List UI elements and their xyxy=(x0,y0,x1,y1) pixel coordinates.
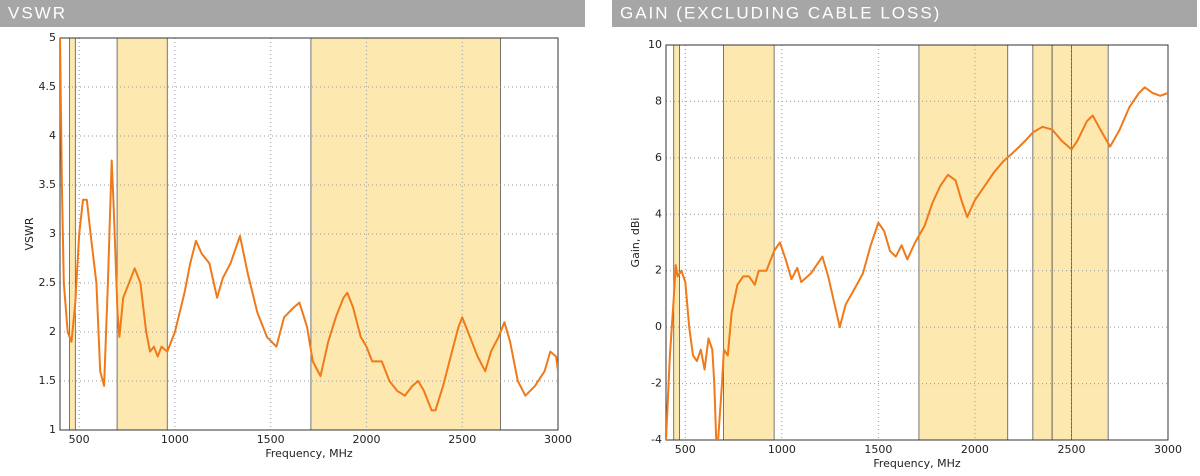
y-tick-label: 6 xyxy=(655,151,662,164)
x-tick-label: 500 xyxy=(675,443,696,456)
y-tick-label: -2 xyxy=(651,377,662,390)
y-tick-label: 5 xyxy=(49,31,56,44)
y-tick-label: 1 xyxy=(49,423,56,436)
header-bar xyxy=(0,0,585,27)
y-tick-label: 3.5 xyxy=(39,178,57,191)
y-tick-label: 2.5 xyxy=(39,276,57,289)
data-line xyxy=(60,38,558,412)
y-tick-label: 2 xyxy=(49,325,56,338)
y-axis-label: Gain, dBi xyxy=(629,218,642,268)
y-tick-label: 2 xyxy=(655,264,662,277)
x-tick-label: 2000 xyxy=(961,443,989,456)
x-axis-label: Frequency, MHz xyxy=(873,457,961,470)
x-tick-label: 3000 xyxy=(544,433,572,446)
frequency-band xyxy=(1032,44,1053,441)
y-axis-label: VSWR xyxy=(23,217,36,250)
panel-title: GAIN (EXCLUDING CABLE LOSS) xyxy=(620,3,941,22)
x-tick-label: 2000 xyxy=(352,433,380,446)
frequency-band xyxy=(673,44,680,441)
x-tick-label: 3000 xyxy=(1154,443,1182,456)
y-tick-label: 10 xyxy=(648,38,662,51)
plot-frame xyxy=(665,44,1169,441)
y-tick-label: 4.5 xyxy=(39,80,57,93)
frequency-band xyxy=(723,44,775,441)
x-tick-label: 1000 xyxy=(161,433,189,446)
x-tick-label: 2500 xyxy=(448,433,476,446)
data-line xyxy=(666,86,1168,440)
x-tick-label: 1000 xyxy=(768,443,796,456)
plot-frame xyxy=(59,37,559,431)
y-tick-label: 3 xyxy=(49,227,56,240)
x-tick-label: 500 xyxy=(69,433,90,446)
x-tick-label: 1500 xyxy=(257,433,285,446)
y-tick-label: 4 xyxy=(49,129,56,142)
y-tick-label: 4 xyxy=(655,207,662,220)
panel-title: VSWR xyxy=(8,3,67,22)
frequency-band xyxy=(1071,44,1109,441)
y-tick-label: 0 xyxy=(655,320,662,333)
y-tick-label: 1.5 xyxy=(39,374,57,387)
frequency-band xyxy=(918,44,1009,441)
x-axis-label: Frequency, MHz xyxy=(265,447,353,460)
frequency-band xyxy=(116,37,168,431)
header-bar xyxy=(612,0,1197,27)
y-tick-label: 8 xyxy=(655,94,662,107)
frequency-band xyxy=(1051,44,1072,441)
y-tick-label: -4 xyxy=(651,433,662,446)
x-tick-label: 2500 xyxy=(1057,443,1085,456)
x-tick-label: 1500 xyxy=(864,443,892,456)
